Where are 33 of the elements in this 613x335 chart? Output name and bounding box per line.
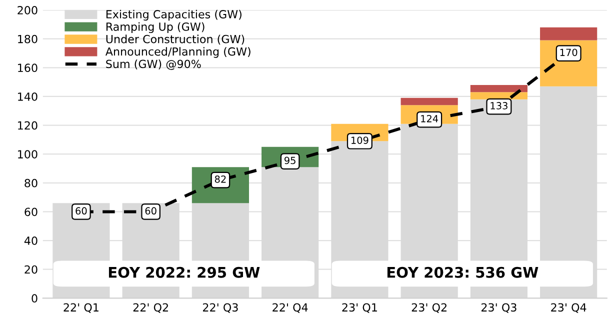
y-tick-label: 100 (18, 150, 38, 158)
bar (470, 84, 528, 92)
legend-label: Sum (GW) @90% (106, 60, 201, 70)
legend-label: Announced/Planning (GW) (105, 47, 250, 58)
y-tick-label: 140 (18, 92, 38, 101)
data-label: 60 (145, 207, 156, 215)
y-tick-label: 0 (32, 294, 38, 303)
y-tick-label: 180 (18, 34, 38, 44)
x-tick-label: 23' Q4 (551, 303, 586, 313)
x-tick-label: 23' Q2 (412, 303, 446, 313)
x-tick-label: 23' Q1 (342, 303, 377, 313)
y-tick-label: 160 (18, 64, 38, 72)
data-label: 60 (76, 207, 87, 215)
y-tick-label: 40 (24, 236, 38, 245)
data-label: 95 (284, 156, 296, 164)
x-tick-label: 23' Q3 (481, 303, 516, 313)
x-tick-label: 22' Q2 (133, 303, 168, 313)
y-tick-label: 80 (24, 178, 38, 188)
annotation: EOY 2022: 295 GW (108, 266, 260, 278)
annotation: EOY 2023: 536 GW (387, 266, 538, 278)
y-tick-label: 60 (24, 208, 38, 216)
x-tick-label: 22' Q3 (202, 303, 238, 313)
y-tick-label: 20 (24, 265, 38, 274)
bar (400, 98, 458, 106)
y-tick-label: 120 (18, 121, 38, 130)
legend-label: Under Construction (GW) (106, 34, 244, 45)
legend-label: Ramping Up (GW) (106, 22, 204, 34)
bar (540, 27, 598, 40)
y-tick-label: 200 (18, 6, 38, 14)
x-tick-label: 22' Q1 (64, 303, 98, 313)
data-label: 82 (214, 175, 226, 183)
legend-label: Existing Capacities (GW) (106, 10, 242, 21)
x-tick-label: 22' Q4 (272, 303, 308, 313)
